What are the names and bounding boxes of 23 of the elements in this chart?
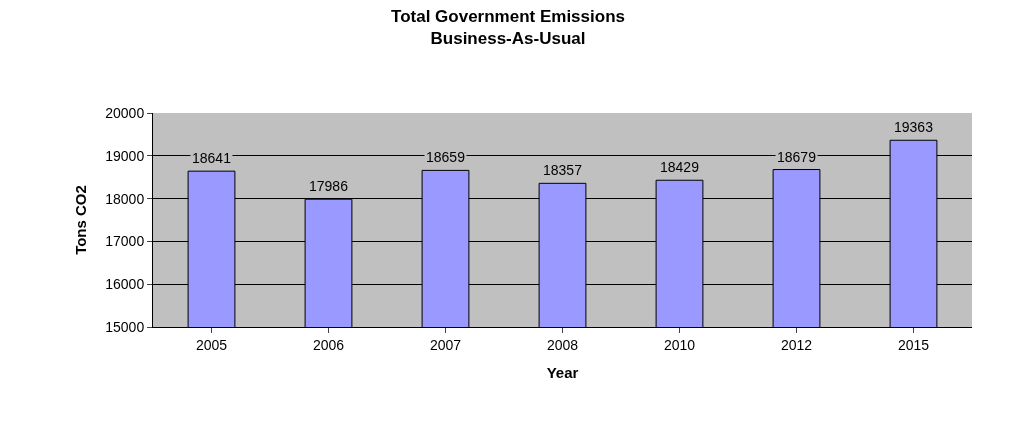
x-tick-label: 2007 <box>429 336 462 353</box>
y-tick-label: 20000 <box>105 104 145 121</box>
y-tick-label: 18000 <box>105 190 145 207</box>
y-tick-label: 19000 <box>105 147 145 164</box>
data-label: 18641 <box>192 150 232 166</box>
y-tick-label: 15000 <box>105 318 145 335</box>
x-tick-label: 2006 <box>312 336 345 353</box>
x-tick-label: 2015 <box>897 336 930 353</box>
x-tick-label: 2008 <box>546 336 579 353</box>
x-tick-label: 2005 <box>195 336 228 353</box>
data-label: 17986 <box>309 178 349 194</box>
chart-title: Total Government Emissions Business-As-Usual <box>391 6 625 49</box>
x-tick-label: 2010 <box>663 336 696 353</box>
y-tick-label: 17000 <box>105 233 145 250</box>
data-label: 18679 <box>777 149 817 165</box>
data-label: 19363 <box>894 119 934 135</box>
x-axis-title: Year <box>546 363 579 381</box>
data-label: 18429 <box>660 159 700 175</box>
y-tick-label: 16000 <box>105 276 145 293</box>
x-tick-label: 2012 <box>780 336 813 353</box>
data-label: 18659 <box>426 149 466 165</box>
data-label: 18357 <box>543 162 583 178</box>
y-axis-title: Tons CO2 <box>71 185 89 255</box>
